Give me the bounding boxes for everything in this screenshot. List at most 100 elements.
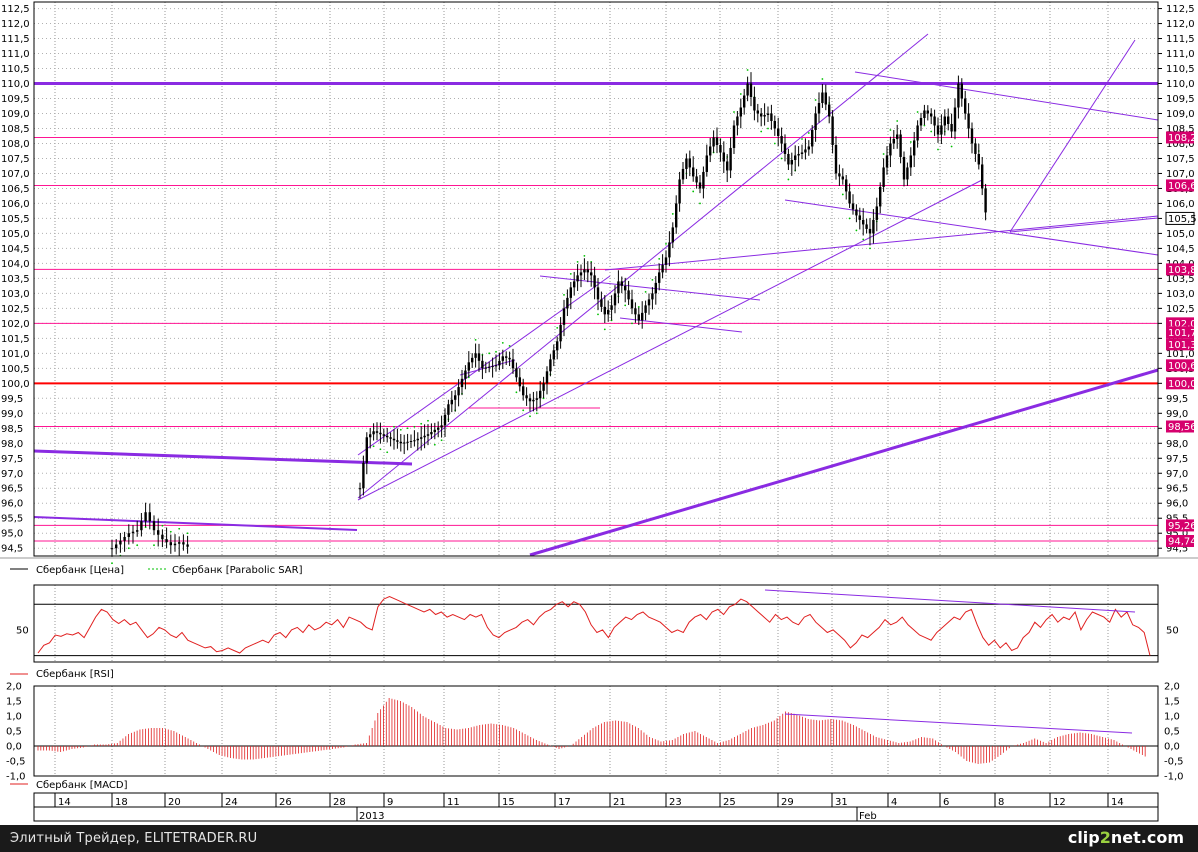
x-day-label: 14 (58, 797, 71, 808)
candle-body (977, 153, 980, 165)
candle-body (617, 281, 620, 294)
price-label-box-0 (1166, 131, 1194, 144)
candle-body (157, 530, 160, 535)
sar-dot (909, 141, 912, 143)
candle-body (746, 83, 749, 96)
price-tick-left: 100,5 (1, 364, 30, 375)
macd-tick-right: 2,0 (1164, 682, 1180, 693)
candle-body (115, 544, 118, 549)
candle-body (379, 432, 382, 435)
sar-dot (427, 419, 429, 422)
sar-dot (501, 341, 504, 344)
candle-body (981, 164, 984, 189)
candle-body (736, 116, 739, 126)
price-tick-left: 110,0 (1, 79, 30, 90)
price-tick-right: 106,0 (1166, 199, 1195, 210)
sar-dot (603, 328, 606, 331)
candle-body (732, 125, 736, 148)
rsi-divergence-line (764, 589, 1136, 613)
candle-body (511, 359, 515, 369)
candle-body (943, 116, 946, 126)
price-tick-left: 97,5 (1, 454, 23, 465)
candle-body (763, 114, 766, 117)
sar-dot (930, 130, 933, 133)
sar-dot (153, 544, 155, 547)
candle-body (369, 434, 372, 438)
candle-body (454, 395, 457, 400)
price-label-box-2 (1165, 211, 1195, 225)
x-day-label: 4 (891, 797, 897, 808)
candle-body (851, 203, 855, 210)
candle-body (756, 110, 759, 114)
price-label-box-10 (1166, 519, 1194, 532)
price-tick-left: 98,5 (1, 424, 23, 435)
price-tick-left: 105,0 (1, 229, 30, 240)
candle-body (855, 209, 858, 216)
trendline-1 (33, 516, 358, 531)
sar-dot (862, 238, 865, 241)
candle-body (491, 366, 494, 368)
candle-body (559, 324, 562, 342)
macd-tick-right: 1,5 (1164, 697, 1180, 708)
candle-body (702, 171, 705, 189)
sar-dot (386, 451, 389, 454)
price-tick-right: 96,0 (1166, 499, 1188, 510)
candle-body (375, 431, 379, 433)
candle-body (865, 224, 868, 229)
rsi-panel (34, 589, 1158, 657)
sar-dot (127, 547, 130, 550)
sar-dot (950, 145, 953, 148)
chart-canvas[interactable]: 94,5 94,5 95,0 95,0 95,5 95,5 96,0 96,0 96,5 96,5… (0, 0, 1198, 825)
candle-body (386, 435, 389, 438)
candle-body (845, 179, 848, 192)
clip2net-logo: clip2net.com (1068, 828, 1184, 847)
candle-body (596, 287, 600, 300)
sar-dot (841, 193, 844, 196)
candle-body (131, 531, 135, 534)
price-label-text-5: 101,7 (1168, 328, 1197, 339)
candle-body (423, 435, 426, 438)
sar-dot (440, 439, 443, 442)
candle-body (440, 425, 443, 428)
trendline-12 (1009, 217, 1159, 233)
candle-body (539, 390, 542, 399)
price-tick-right: 107,0 (1166, 169, 1195, 180)
price-tick-right: 111,5 (1166, 34, 1195, 45)
candle-body (715, 137, 719, 145)
price-tick-left: 107,5 (1, 154, 30, 165)
candle-body (950, 123, 953, 132)
sar-dot (535, 412, 538, 415)
x-day-label: 23 (669, 797, 682, 808)
candle-body (896, 134, 899, 139)
candle-body (620, 281, 623, 286)
price-tick-right: 112,5 (1166, 4, 1195, 15)
candle-body (372, 431, 375, 435)
candle-body (624, 285, 627, 291)
candle-body (651, 293, 654, 300)
candle-body (753, 97, 756, 111)
x-day-label: 21 (613, 797, 626, 808)
candle-body (140, 521, 143, 531)
candle-body (136, 530, 139, 532)
trendlines (33, 33, 1159, 557)
candle-body (709, 146, 712, 156)
price-tick-right: 95,5 (1166, 514, 1188, 525)
candle-body (549, 359, 552, 372)
candle-body (389, 437, 392, 439)
macd-tick-left: -0,5 (6, 757, 26, 768)
sar-dot (420, 422, 423, 425)
trendline-2 (529, 368, 1159, 557)
price-tick-left: 111,5 (1, 34, 30, 45)
candle-body (678, 179, 681, 204)
candle-body (695, 176, 698, 183)
candle-body (515, 368, 518, 378)
candle-body (743, 95, 746, 108)
candle-body (722, 152, 725, 162)
price-candles (110, 72, 987, 557)
price-tick-right: 107,5 (1166, 154, 1195, 165)
macd-tick-right: -1,0 (1164, 772, 1184, 783)
candle-body (399, 441, 402, 444)
candle-body (498, 360, 501, 366)
candle-body (607, 309, 610, 315)
sar-dot (406, 427, 409, 430)
